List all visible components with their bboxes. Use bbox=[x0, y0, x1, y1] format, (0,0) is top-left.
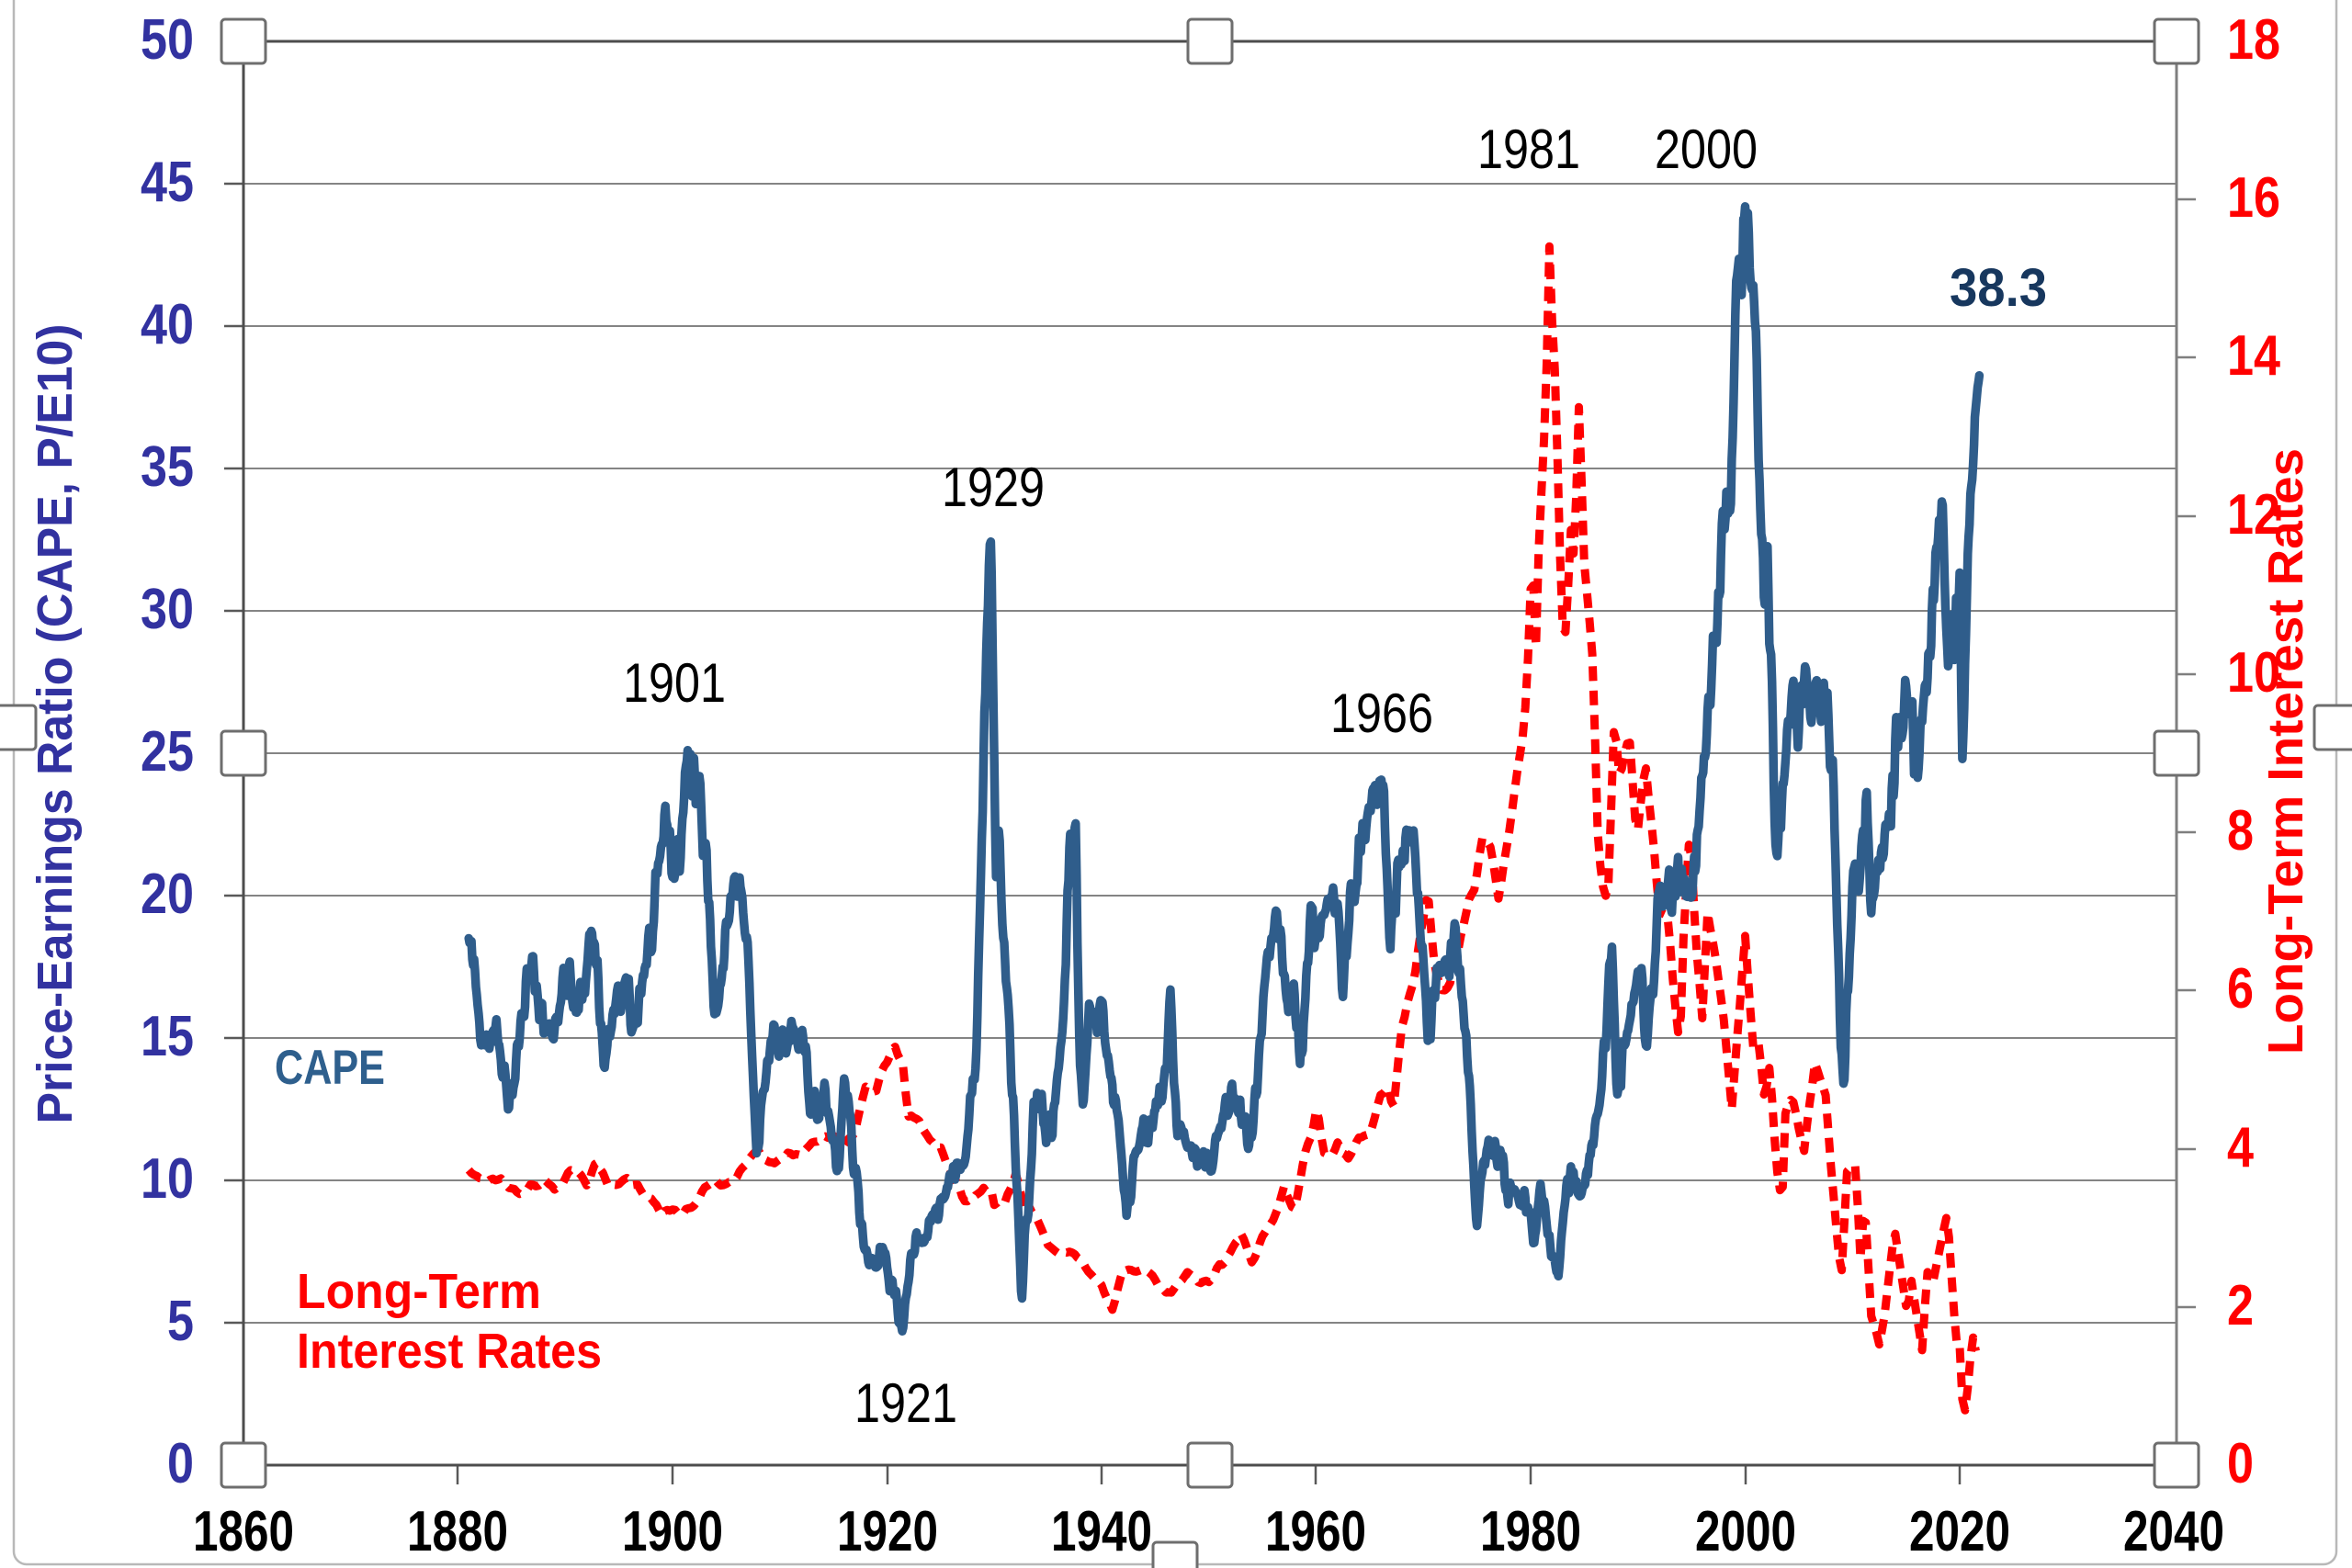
svg-text:0: 0 bbox=[167, 1432, 194, 1495]
svg-text:1880: 1880 bbox=[407, 1500, 508, 1563]
svg-text:1966: 1966 bbox=[1330, 682, 1433, 744]
svg-text:38.3: 38.3 bbox=[1950, 258, 2047, 318]
svg-text:50: 50 bbox=[141, 8, 194, 72]
svg-text:2: 2 bbox=[2227, 1274, 2254, 1337]
svg-text:14: 14 bbox=[2227, 324, 2280, 388]
svg-text:Interest Rates: Interest Rates bbox=[297, 1324, 602, 1379]
svg-text:10: 10 bbox=[2227, 641, 2280, 705]
svg-text:Long-Term Interest Rates: Long-Term Interest Rates bbox=[2258, 448, 2313, 1055]
svg-text:1860: 1860 bbox=[193, 1500, 294, 1563]
svg-text:4: 4 bbox=[2227, 1116, 2254, 1179]
svg-text:18: 18 bbox=[2227, 8, 2280, 72]
svg-text:45: 45 bbox=[141, 151, 194, 214]
svg-text:2000: 2000 bbox=[1655, 118, 1758, 180]
svg-text:1929: 1929 bbox=[942, 457, 1045, 518]
svg-text:8: 8 bbox=[2227, 799, 2254, 863]
svg-text:6: 6 bbox=[2227, 957, 2254, 1021]
svg-text:1960: 1960 bbox=[1265, 1500, 1366, 1563]
svg-text:15: 15 bbox=[141, 1005, 194, 1068]
svg-text:30: 30 bbox=[141, 578, 194, 641]
svg-text:16: 16 bbox=[2227, 166, 2280, 230]
svg-text:1940: 1940 bbox=[1051, 1500, 1152, 1563]
svg-text:25: 25 bbox=[141, 720, 194, 784]
svg-text:40: 40 bbox=[141, 293, 194, 356]
svg-text:Long-Term: Long-Term bbox=[297, 1264, 541, 1319]
svg-text:10: 10 bbox=[141, 1147, 194, 1211]
svg-text:20: 20 bbox=[141, 863, 194, 926]
svg-text:2000: 2000 bbox=[1695, 1500, 1796, 1563]
svg-text:12: 12 bbox=[2227, 483, 2280, 547]
svg-text:1900: 1900 bbox=[622, 1500, 723, 1563]
svg-text:1920: 1920 bbox=[837, 1500, 938, 1563]
svg-text:35: 35 bbox=[141, 435, 194, 499]
svg-text:1921: 1921 bbox=[854, 1372, 957, 1434]
svg-text:1980: 1980 bbox=[1480, 1500, 1581, 1563]
svg-text:0: 0 bbox=[2227, 1432, 2254, 1495]
svg-text:1901: 1901 bbox=[623, 652, 726, 714]
svg-text:2020: 2020 bbox=[1909, 1500, 2010, 1563]
svg-text:1981: 1981 bbox=[1477, 118, 1580, 180]
svg-text:CAPE: CAPE bbox=[275, 1041, 385, 1095]
svg-text:5: 5 bbox=[167, 1290, 194, 1353]
svg-text:2040: 2040 bbox=[2123, 1500, 2224, 1563]
